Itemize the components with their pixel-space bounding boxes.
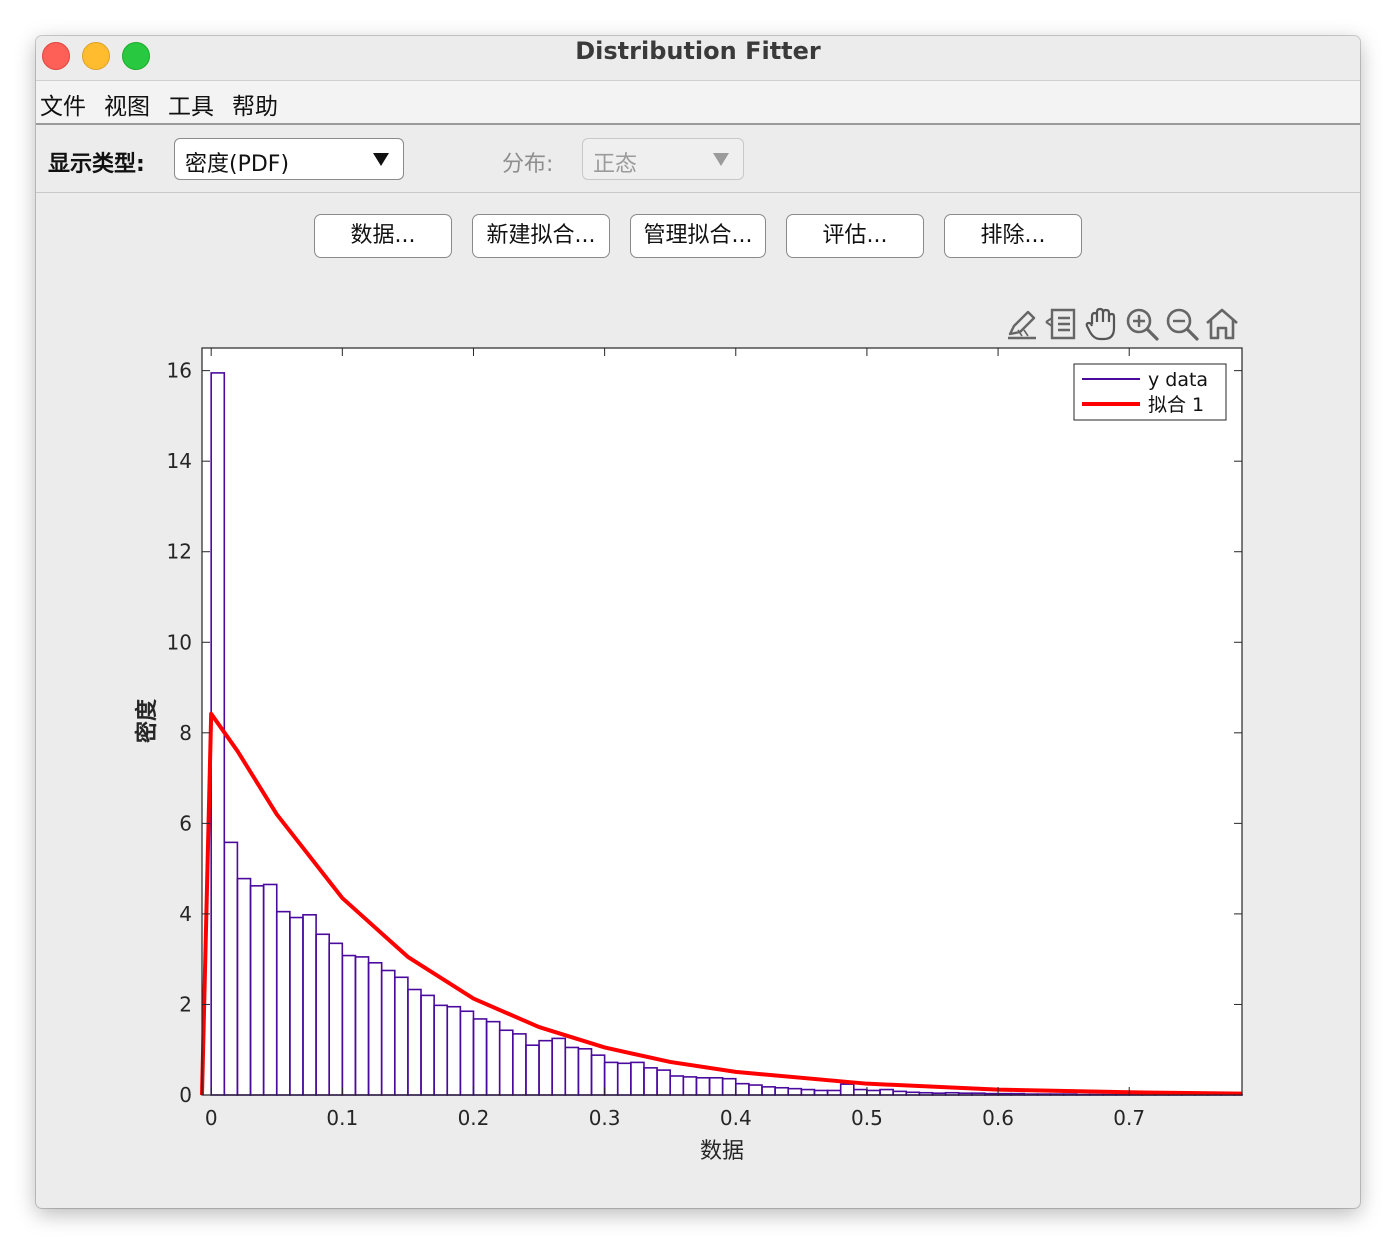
display-type-label: 显示类型: — [48, 152, 145, 177]
app-window: Distribution Fitter 文件 视图 工具 帮助 显示类型: 密度… — [36, 36, 1360, 1208]
close-window-button[interactable] — [42, 42, 70, 70]
window-title: Distribution Fitter — [575, 37, 821, 65]
x-tick-label: 0.7 — [1113, 1106, 1145, 1130]
y-tick-label: 14 — [167, 449, 192, 473]
y-tick-label: 12 — [167, 540, 192, 564]
edit-plot-icon[interactable] — [1004, 306, 1040, 342]
distribution-value: 正态 — [593, 152, 638, 177]
manage-fit-button[interactable]: 管理拟合... — [630, 214, 766, 258]
menu-help[interactable]: 帮助 — [232, 94, 278, 120]
x-tick-label: 0 — [205, 1106, 218, 1130]
y-tick-label: 0 — [179, 1083, 192, 1107]
display-options-row: 显示类型: 密度(PDF) 分布: 正态 — [36, 124, 1360, 193]
zoom-in-icon[interactable] — [1124, 306, 1160, 342]
minimize-window-button[interactable] — [82, 42, 110, 70]
x-tick-label: 0.4 — [720, 1106, 752, 1130]
x-axis-label: 数据 — [700, 1139, 744, 1164]
legend-label-histogram: y data — [1148, 369, 1208, 391]
x-axis: 0 0.1 0.2 0.3 0.4 0.5 0.6 0.7 — [205, 348, 1145, 1130]
data-button[interactable]: 数据... — [314, 214, 452, 258]
x-tick-label: 0.3 — [589, 1106, 621, 1130]
menu-view[interactable]: 视图 — [104, 94, 150, 120]
home-icon[interactable] — [1204, 306, 1240, 342]
chevron-down-icon — [713, 153, 729, 166]
menu-bar: 文件 视图 工具 帮助 — [36, 80, 1360, 125]
title-bar: Distribution Fitter — [36, 36, 1360, 80]
y-tick-label: 2 — [179, 992, 192, 1016]
y-tick-label: 6 — [179, 811, 192, 835]
x-tick-label: 0.5 — [851, 1106, 883, 1130]
y-tick-label: 8 — [179, 721, 192, 745]
y-tick-label: 10 — [167, 630, 192, 654]
legend: y data 拟合 1 — [1073, 363, 1227, 421]
distribution-label: 分布: — [502, 152, 554, 177]
x-tick-label: 0.6 — [982, 1106, 1014, 1130]
y-tick-label: 4 — [179, 902, 192, 926]
menu-file[interactable]: 文件 — [40, 94, 86, 120]
exclude-button[interactable]: 排除... — [944, 214, 1082, 258]
display-type-select[interactable]: 密度(PDF) — [174, 138, 404, 180]
maximize-window-button[interactable] — [122, 42, 150, 70]
y-axis-label: 密度 — [134, 698, 160, 743]
plot-area — [202, 348, 1242, 1095]
display-type-value: 密度(PDF) — [185, 152, 290, 177]
chevron-down-icon — [373, 153, 389, 166]
legend-label-fit: 拟合 1 — [1148, 394, 1204, 416]
zoom-out-icon[interactable] — [1164, 306, 1200, 342]
new-fit-button[interactable]: 新建拟合... — [472, 214, 610, 258]
legend-box — [1073, 363, 1227, 421]
evaluate-button[interactable]: 评估... — [786, 214, 924, 258]
plot-frame — [201, 347, 1243, 1096]
menu-tools[interactable]: 工具 — [168, 94, 214, 120]
y-axis: 0 2 4 6 8 10 12 14 16 — [167, 359, 1242, 1107]
distribution-select[interactable]: 正态 — [582, 138, 744, 180]
x-tick-label: 0.1 — [326, 1106, 358, 1130]
x-tick-label: 0.2 — [458, 1106, 490, 1130]
legend-toggle-icon[interactable] — [1044, 306, 1080, 342]
fit-curve — [200, 711, 1243, 1096]
pan-hand-icon[interactable] — [1084, 306, 1120, 342]
y-tick-label: 16 — [167, 359, 192, 383]
